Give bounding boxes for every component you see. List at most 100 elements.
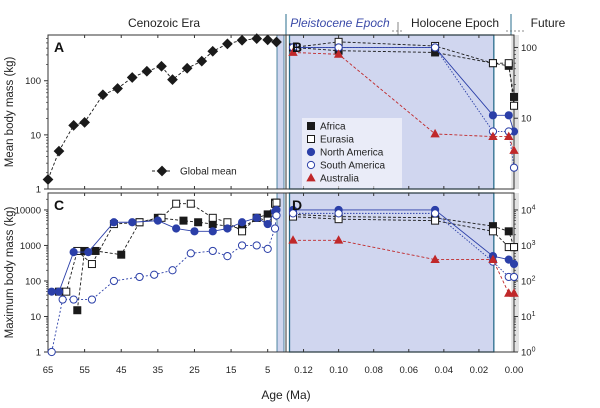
legend-marker [307,122,315,130]
legend-label: Australia [320,174,359,185]
data-point [190,227,199,236]
data-point [488,227,497,236]
data-point [251,33,263,44]
data-point [223,224,232,233]
legend-marker [307,135,315,143]
y-axis-label: Maximum body mass (kg) [4,207,16,339]
data-point [196,55,208,67]
data-point [135,272,144,282]
data-point [53,145,65,157]
data-point [42,174,54,185]
data-point [208,227,217,236]
data-point [223,252,232,261]
series-line [293,47,515,168]
data-point [430,209,440,218]
data-point [509,145,519,154]
x-tick-label: 5 [265,365,270,376]
series-line [292,213,515,248]
series-south-america [47,211,281,357]
series-line [51,215,277,353]
data-point [430,128,440,138]
x-tick-label: 65 [43,365,54,376]
data-point [509,163,519,172]
y-tick-label: 103 [521,240,536,252]
data-point [488,131,498,141]
data-point [333,235,344,244]
legend-bg [302,118,402,188]
legend-item-north-america: North America [306,147,384,159]
x-ticks [47,35,269,189]
y-tick-label: 10000 [15,205,41,216]
y-tick-label: 1 [36,348,41,359]
data-point [262,34,274,46]
y-tick-label: 1 [36,185,41,196]
x-tick-label: 45 [116,365,127,376]
data-point [263,219,272,229]
panels: 1 10 100 A Mean body mass (kg) 10 100 B 1 10 100 10… [4,33,537,376]
data-point [87,260,96,269]
data-point [172,199,181,208]
data-point [509,259,519,269]
data-point [504,59,513,68]
data-point [208,246,217,256]
legend-label: Global mean [180,167,237,178]
series-global [42,33,282,185]
data-point [237,218,247,227]
y-tick-label: 10 [30,312,41,323]
data-point [150,270,159,279]
series-north-america [47,205,281,296]
data-point [208,213,217,222]
x-tick-label: 0.00 [505,365,524,376]
data-point [109,218,119,227]
data-point [172,224,181,233]
data-point [69,295,78,304]
series-line [51,209,277,293]
x-ticks: 0.12 0.10 0.08 0.06 0.04 0.02 0.00 [294,193,523,376]
data-point [271,36,282,48]
header-future: Future [531,16,566,30]
series-line [293,239,514,294]
y-axis-label: Mean body mass (kg) [4,57,16,168]
data-point [179,216,188,225]
data-point [288,47,298,56]
legend-marker [306,172,316,182]
legend-label: Eurasia [320,135,354,146]
data-point [97,89,109,101]
data-point [141,65,153,77]
header-pleistocene: Pleistocene Epoch [290,16,390,30]
legend-marker [306,147,316,157]
panel-c: 1 10 100 1000 10000 65 55 45 35 25 15 5 C Maximum bod… [4,192,287,376]
panel-a: 1 10 100 A Mean body mass (kg) [4,33,287,196]
panel-frame [47,192,287,353]
data-point [333,49,344,58]
data-point [504,111,513,120]
data-point [112,83,123,94]
pleistocene-strip [276,34,285,190]
data-point [509,288,519,297]
y-tick-label: 104 [521,204,536,216]
x-tick-label: 0.06 [400,365,419,376]
data-point [510,243,518,252]
data-point [237,241,247,250]
series-line [58,202,277,293]
data-point [430,43,440,52]
data-point [68,119,79,131]
y-tick-label: 102 [521,275,536,287]
data-point [207,45,219,57]
legend-item-australia: Australia [306,172,359,185]
x-ticks: 65 55 45 35 25 15 5 [43,193,270,376]
series-africa [73,198,281,315]
data-point [58,295,67,304]
data-point [270,224,280,233]
legend-item-africa: Africa [307,122,346,133]
legend-item-eurasia: Eurasia [307,135,354,146]
panel-label: B [292,39,302,55]
data-point [509,272,519,282]
data-point [128,218,137,227]
x-tick-label: 0.08 [364,365,383,376]
legend: Africa Eurasia North America South America A… [302,118,402,188]
data-point [167,74,178,85]
legend-marker [156,165,168,177]
